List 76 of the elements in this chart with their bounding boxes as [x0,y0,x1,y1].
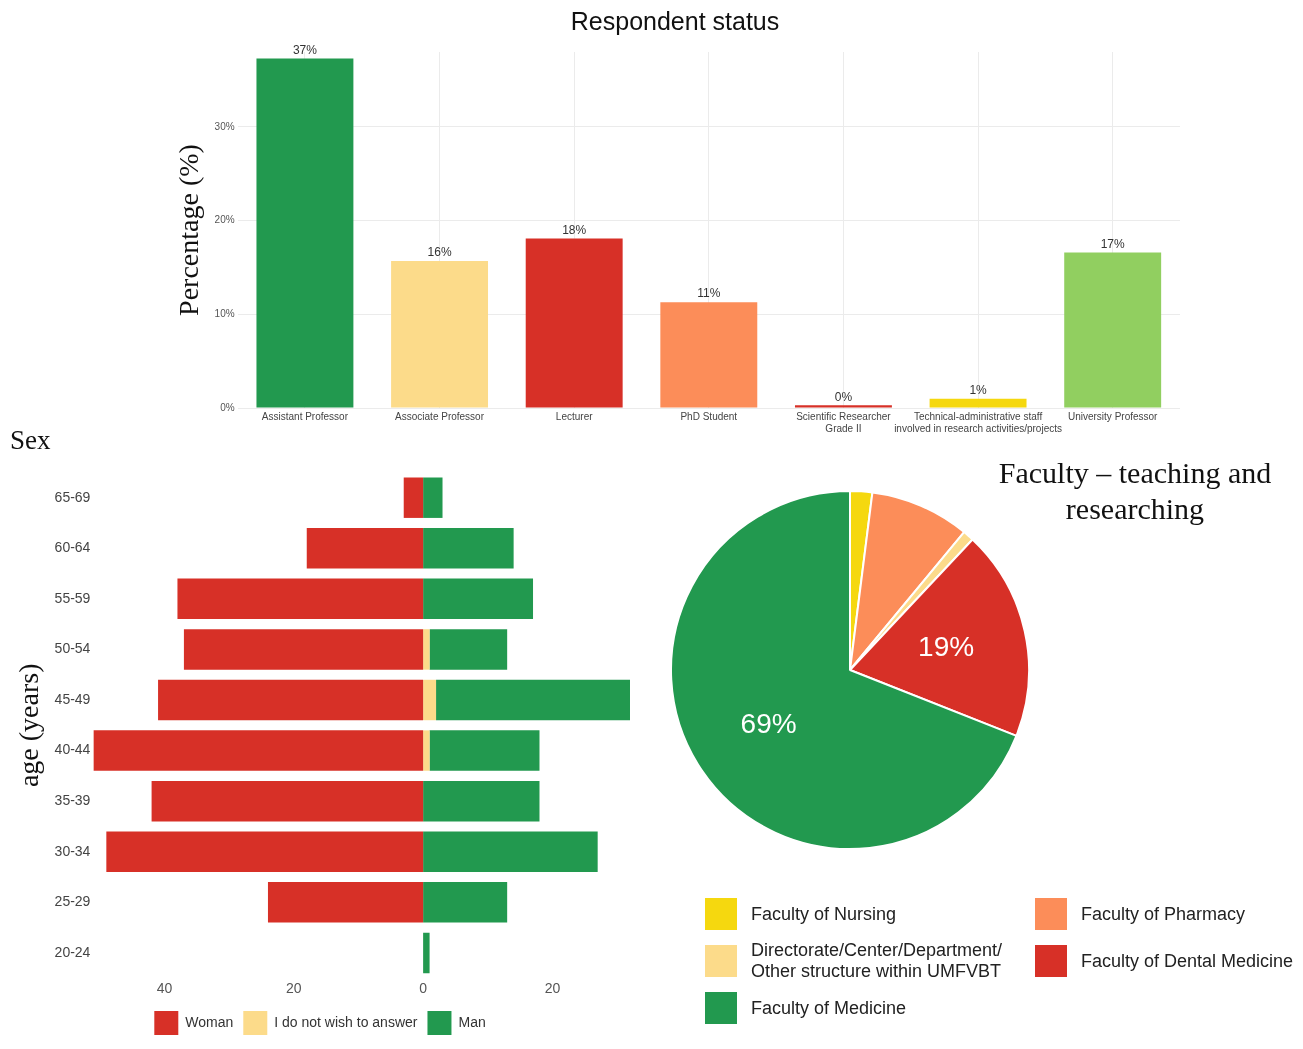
bar [151,780,424,822]
bar [403,477,424,518]
bar [177,578,424,620]
data-label: 69% [740,708,797,740]
y-tick-label: 55-59 [54,589,91,606]
y-tick-label: 65-69 [54,488,91,505]
y-axis-title: age (years) [13,663,45,788]
chart-title: Respondent status [570,6,780,35]
bar [794,405,892,408]
y-tick-label: 60-64 [54,539,91,556]
bar [423,629,430,670]
x-tick-label: University Professor [1067,410,1159,422]
bar [423,831,598,872]
bar [423,679,437,721]
x-tick-label: Assistant Professor [261,410,349,422]
bar [93,730,424,771]
chart-title: Sex [10,425,51,456]
bar [423,477,443,518]
data-label: 18% [562,222,587,237]
y-tick-label: 40-44 [54,741,91,758]
x-tick-label: Associate Professor [395,410,485,422]
bar [306,528,424,569]
data-label: 0% [834,389,853,404]
x-tick-label: 40 [156,980,173,997]
bar [423,882,508,923]
bar [1064,252,1162,408]
legend-label: Directorate/Center/Department/ Other structure within UMFVBT [751,940,1004,982]
y-tick-label: 10% [214,308,235,320]
bar [423,528,514,569]
data-label: 11% [697,286,721,301]
y-tick-label: 50-54 [54,640,91,657]
y-tick-label: 45-49 [54,690,91,707]
y-tick-label: 0% [220,401,235,413]
y-tick-label: 30% [214,120,235,132]
bar [429,629,508,670]
bar [525,238,623,408]
legend-label: Faculty of Pharmacy [1081,903,1246,925]
y-tick-label: 20-24 [54,943,91,960]
data-label: 19% [918,631,975,663]
x-tick-label: Technical-administrative staff involved in research activities/projects [894,410,1062,434]
bar [391,260,489,408]
bar [106,831,424,872]
x-tick-label: PhD Student [680,410,738,422]
x-tick-label: Scientific Researcher Grade II [796,410,892,434]
bar [183,629,424,670]
chart-title: Faculty – teaching and researching [997,455,1273,527]
bar [436,679,630,721]
legend-label: Faculty of Dental Medicine [1081,950,1294,972]
bar [423,730,430,771]
x-tick-label: Lecturer [555,410,594,422]
y-tick-label: 35-39 [54,792,91,809]
bar [256,58,354,408]
y-axis-title: Percentage (%) [173,144,205,316]
data-label: 17% [1100,236,1126,251]
data-label: 16% [427,245,452,260]
bar [929,398,1027,408]
bar [429,730,540,771]
legend-label: Faculty of Nursing [751,903,897,925]
x-tick-label: 20 [544,980,561,997]
legend-label: I do not wish to answer [274,1013,418,1030]
bar [158,679,424,721]
y-tick-label: 25-29 [54,893,91,910]
bar [267,882,424,923]
legend-label: Woman [185,1013,234,1030]
legend-label: Faculty of Medicine [751,997,907,1019]
y-tick-label: 30-34 [54,842,91,859]
x-tick-label: 20 [286,980,302,997]
bar [423,578,534,620]
data-label: 37% [292,42,318,57]
bar [660,302,758,408]
bar [423,932,430,974]
bar [423,780,540,822]
data-label: 1% [969,382,988,397]
legend-label: Man [458,1013,486,1030]
x-tick-label: 0 [419,980,428,997]
y-tick-label: 20% [214,214,235,226]
